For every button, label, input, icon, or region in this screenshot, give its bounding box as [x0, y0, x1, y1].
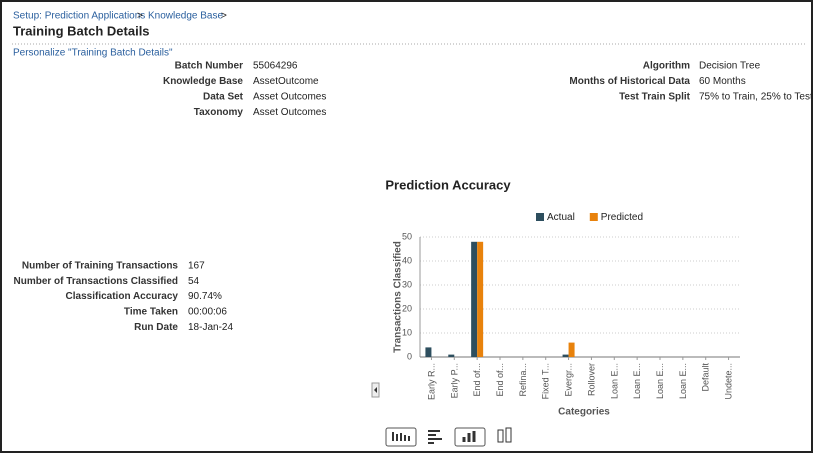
x-axis-title: Categories: [558, 407, 610, 418]
field-label: Months of Historical Data: [569, 76, 690, 87]
chart-type-buttons: [385, 427, 512, 447]
field-value: Asset Outcomes: [253, 92, 326, 103]
field-value: 60 Months: [699, 76, 746, 87]
stat-label: Run Date: [134, 322, 178, 333]
stat-label: Number of Transactions Classified: [14, 276, 179, 287]
x-tick-label: Rollover: [586, 363, 596, 396]
x-tick-label: Default: [701, 363, 711, 392]
x-tick-label: Loan E...: [655, 363, 665, 399]
x-tick-label: Undete...: [724, 363, 734, 400]
y-tick-label: 10: [402, 327, 412, 337]
breadcrumb-separator: >: [137, 11, 143, 22]
bar: [477, 241, 484, 357]
x-tick-label: Early R...: [426, 363, 436, 400]
icon: [462, 431, 476, 442]
stat-value: 54: [188, 276, 200, 287]
field-label: Test Train Split: [619, 92, 691, 103]
stat-label: Time Taken: [124, 307, 178, 318]
bar: [562, 354, 569, 357]
legend-label: Predicted: [601, 212, 643, 223]
legend-swatch: [536, 213, 544, 221]
stat-value: 90.74%: [188, 291, 222, 302]
legend-swatch: [589, 213, 598, 221]
x-tick-label: Early P...: [449, 363, 459, 398]
legend-label: Actual: [547, 212, 575, 223]
y-tick-label: 20: [402, 303, 412, 313]
stat-label: Number of Training Transactions: [22, 261, 179, 272]
x-tick-label: End of...: [495, 363, 505, 397]
field-value: 55064296: [253, 61, 298, 72]
field-value: Asset Outcomes: [253, 107, 326, 118]
field-label: Data Set: [203, 92, 244, 103]
breadcrumb-link[interactable]: Knowledge Base: [148, 11, 223, 22]
field-label: Knowledge Base: [163, 76, 243, 87]
field-label: Algorithm: [643, 61, 690, 72]
horizontal-bar-button[interactable]: [428, 430, 442, 444]
x-tick-label: Loan E...: [632, 363, 642, 399]
icon: [505, 427, 512, 443]
bar: [471, 241, 478, 357]
field-value: Decision Tree: [699, 61, 761, 72]
stat-value: 00:00:06: [188, 307, 227, 318]
y-tick-label: 30: [402, 279, 412, 289]
y-tick-label: 0: [407, 351, 412, 361]
chart-title: Prediction Accuracy: [385, 177, 511, 192]
icon: [392, 432, 410, 441]
field-label: Batch Number: [175, 61, 243, 72]
bar: [448, 354, 455, 357]
page-title: Training Batch Details: [13, 23, 150, 38]
x-tick-label: Loan E...: [678, 363, 688, 399]
x-tick-label: Fixed T...: [541, 363, 551, 399]
bar: [568, 342, 575, 357]
field-value: AssetOutcome: [253, 76, 319, 87]
bar: [425, 347, 432, 357]
x-tick-label: End of...: [472, 363, 482, 397]
personalize-link[interactable]: Personalize "Training Batch Details": [13, 48, 173, 59]
field-value: 75% to Train, 25% to Test: [699, 92, 813, 103]
x-tick-label: Loan E...: [609, 363, 619, 399]
compare-button[interactable]: [497, 429, 504, 443]
y-tick-label: 50: [402, 231, 412, 241]
breadcrumb-link[interactable]: Setup: Prediction Applications: [13, 11, 145, 22]
collapse-arrow: [374, 387, 377, 393]
stat-value: 167: [188, 261, 205, 272]
field-label: Taxonomy: [194, 107, 244, 118]
breadcrumb-separator: >: [221, 11, 227, 22]
stat-label: Classification Accuracy: [66, 291, 179, 302]
stat-value: 18-Jan-24: [188, 322, 233, 333]
y-axis-title: Transactions Classified: [393, 241, 404, 353]
x-tick-label: Evergr...: [564, 363, 574, 397]
x-tick-label: Refina...: [518, 363, 528, 397]
y-tick-label: 40: [402, 255, 412, 265]
